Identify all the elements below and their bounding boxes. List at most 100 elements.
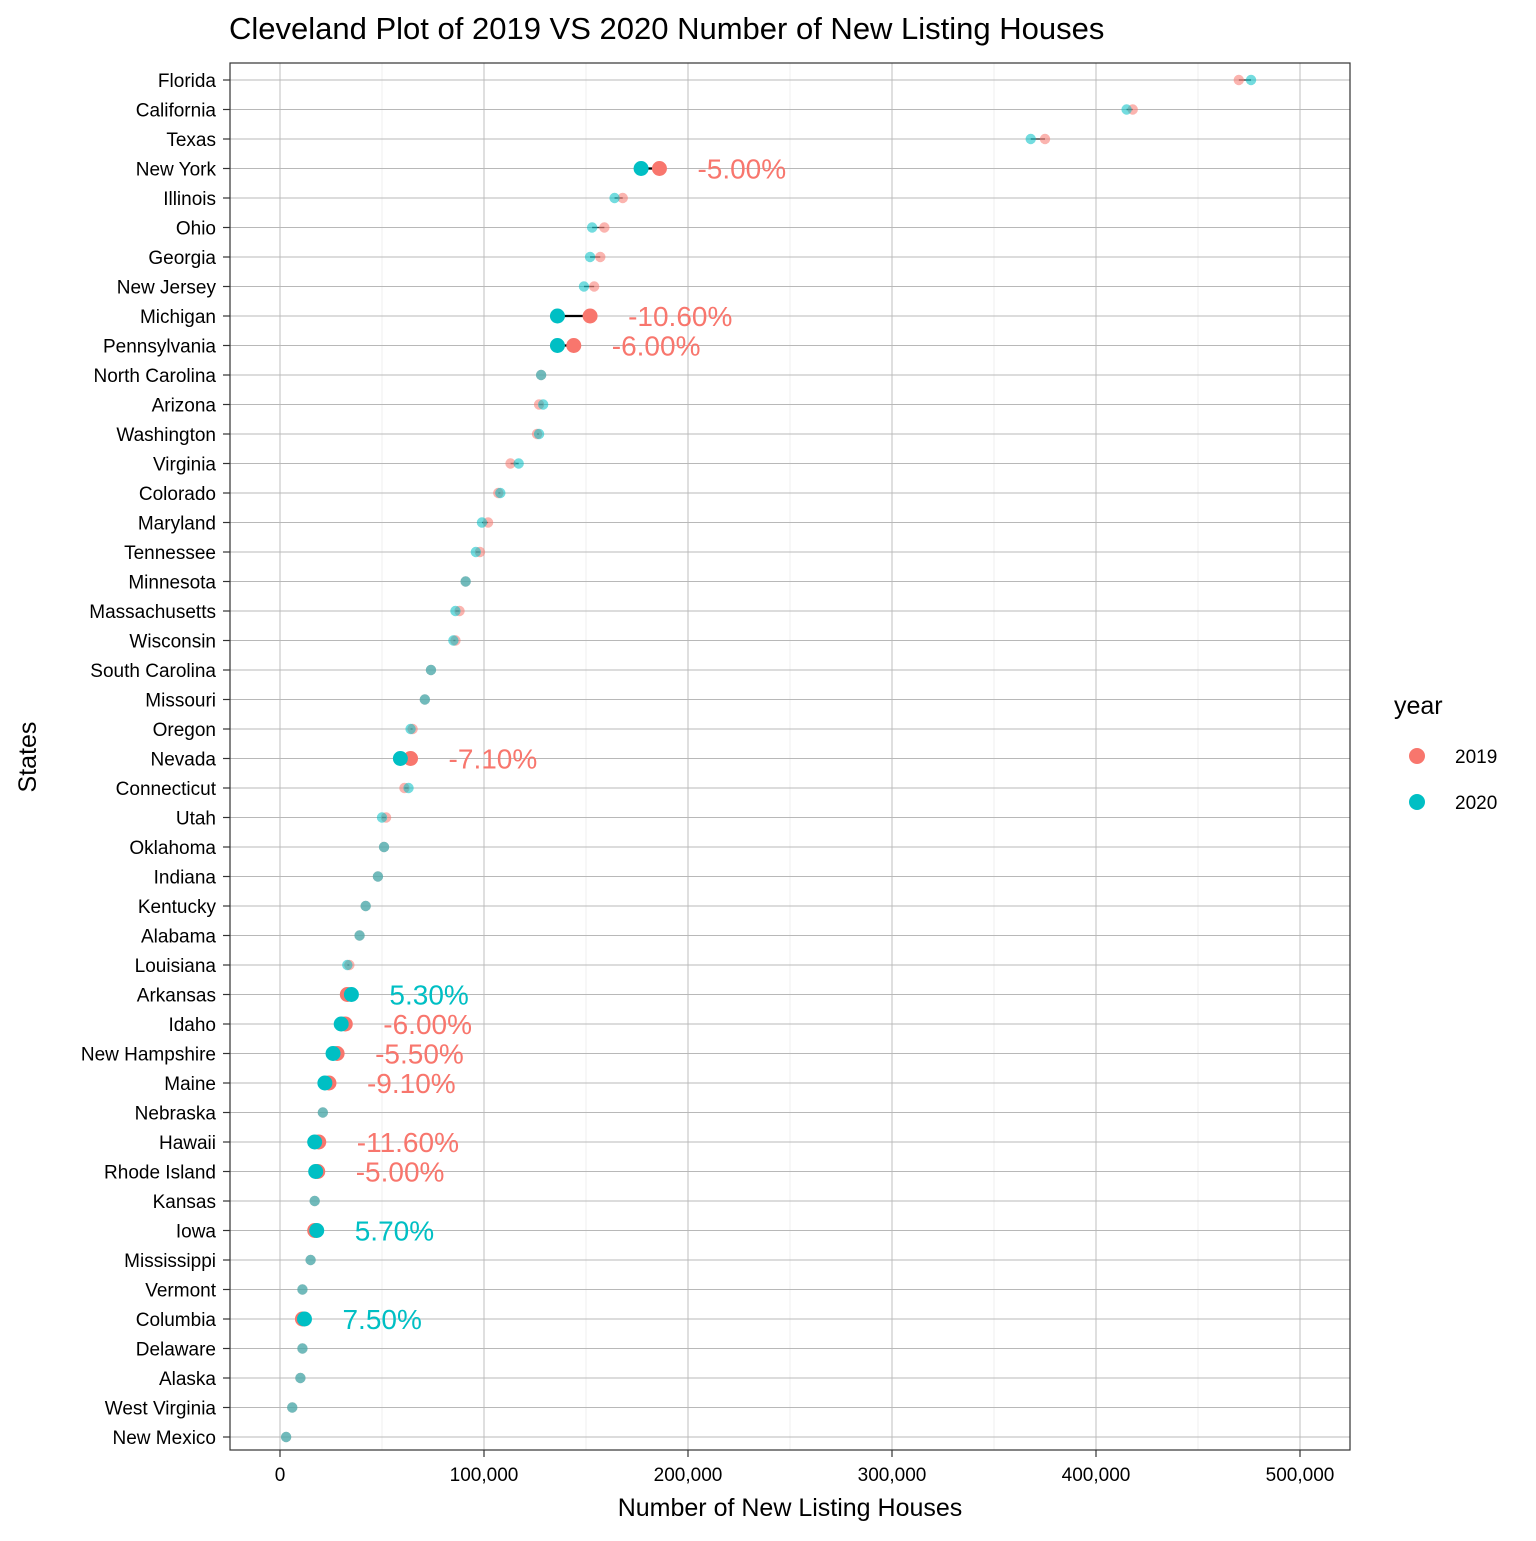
change-annotations: -5.00%-10.60%-6.00%-7.10%5.30%-6.00%-5.5…	[342, 154, 786, 1336]
point-2020	[419, 694, 431, 705]
change-label: 5.70%	[355, 1216, 434, 1247]
y-tick-label: Alaska	[159, 1369, 216, 1390]
x-tick-label: 200,000	[654, 1465, 723, 1486]
point-2019	[1039, 133, 1051, 145]
x-tick-label: 300,000	[858, 1465, 927, 1486]
point-2020	[295, 1372, 306, 1384]
y-tick-label: Missouri	[145, 691, 216, 712]
y-tick-label: Wisconsin	[129, 632, 216, 653]
y-tick-label: New Jersey	[117, 278, 217, 299]
point-2020	[372, 871, 384, 882]
y-tick-label: Michigan	[140, 307, 216, 328]
point-2020	[297, 1343, 308, 1354]
point-2020	[470, 546, 482, 558]
y-axis: Florida California Texas New York Illinois Oh…	[81, 71, 230, 1449]
y-tick-label: Massachusetts	[89, 602, 216, 623]
legend-items: 2019 2020	[1409, 747, 1497, 814]
y-tick-label: South Carolina	[90, 661, 216, 682]
point-2020	[280, 1431, 292, 1443]
point-2019	[566, 338, 582, 353]
x-tick-label: 500,000	[1266, 1465, 1335, 1486]
point-2020	[535, 369, 547, 381]
change-label: -5.00%	[697, 154, 786, 185]
y-tick-label: West Virginia	[105, 1399, 217, 1420]
y-tick-label: Illinois	[163, 189, 216, 210]
point-2019	[651, 161, 667, 176]
y-tick-label: Ohio	[176, 219, 216, 240]
y-tick-label: Pennsylvania	[103, 337, 216, 358]
y-tick-label: Georgia	[148, 248, 216, 269]
legend-swatch-2020	[1409, 794, 1425, 810]
point-2020	[425, 664, 437, 676]
y-tick-label: Idaho	[168, 1015, 216, 1036]
legend-label-2019: 2019	[1455, 747, 1497, 768]
y-tick-label: Delaware	[136, 1340, 216, 1361]
change-label: -6.00%	[612, 331, 701, 362]
y-tick-label: Maine	[164, 1074, 216, 1095]
point-2020	[376, 812, 388, 823]
point-2020	[460, 576, 471, 587]
point-2020	[325, 1046, 341, 1061]
y-tick-label: Iowa	[176, 1222, 217, 1243]
change-label: -6.00%	[383, 1009, 472, 1040]
point-2019	[588, 281, 600, 292]
point-2020	[287, 1402, 298, 1413]
change-label: -7.10%	[449, 744, 538, 775]
point-2020	[633, 161, 649, 176]
point-2020	[1245, 74, 1257, 86]
y-tick-label: Colorado	[139, 484, 216, 505]
x-tick-label: 100,000	[450, 1465, 519, 1486]
point-2020	[1121, 104, 1132, 115]
point-2020	[495, 487, 506, 499]
point-2020	[309, 1195, 320, 1207]
point-2020	[609, 192, 620, 204]
point-2020	[584, 251, 596, 263]
y-tick-label: Rhode Island	[104, 1163, 216, 1184]
change-label: -11.60%	[357, 1127, 459, 1158]
y-tick-label: Oklahoma	[129, 838, 216, 859]
point-2020	[448, 635, 459, 646]
point-2020	[533, 428, 545, 440]
point-2020	[308, 1164, 324, 1179]
y-tick-label: Nevada	[151, 750, 217, 771]
point-2020	[378, 841, 390, 853]
legend-label-2020: 2020	[1455, 793, 1497, 814]
y-tick-label: Kansas	[153, 1192, 216, 1213]
plot-panel-border	[229, 62, 1351, 1451]
point-2020	[586, 222, 598, 233]
point-2020	[1025, 133, 1036, 145]
change-label: 5.30%	[389, 980, 468, 1011]
y-tick-label: Columbia	[136, 1310, 217, 1331]
legend-swatch-2019	[1409, 748, 1425, 764]
y-tick-label: Texas	[166, 130, 216, 151]
y-tick-label: Arizona	[152, 396, 217, 417]
point-2019	[599, 222, 610, 233]
x-axis-title: Number of New Listing Houses	[618, 1494, 963, 1522]
point-2020	[354, 930, 365, 941]
y-tick-label: North Carolina	[94, 366, 217, 387]
point-2020	[403, 782, 414, 794]
point-2020	[549, 308, 565, 324]
y-tick-label: California	[136, 101, 217, 122]
y-tick-label: Virginia	[153, 455, 216, 476]
change-label: 7.50%	[342, 1304, 421, 1335]
y-tick-label: Utah	[176, 809, 216, 830]
point-2020	[342, 959, 353, 971]
y-tick-label: Florida	[158, 71, 217, 92]
data-points	[280, 74, 1257, 1443]
point-2020	[405, 723, 416, 735]
change-label: -10.60%	[628, 301, 732, 332]
point-2020	[309, 1223, 325, 1238]
y-tick-label: Indiana	[154, 868, 217, 889]
y-tick-label: Louisiana	[135, 956, 217, 977]
point-2020	[360, 900, 371, 912]
legend-title: year	[1394, 692, 1443, 720]
x-tick-label: 0	[275, 1465, 286, 1486]
point-2020	[307, 1134, 323, 1150]
point-2020	[549, 338, 565, 353]
y-tick-label: Connecticut	[116, 779, 217, 800]
point-2019	[595, 251, 606, 263]
legend: year 2019 2020	[1394, 692, 1497, 814]
point-2020	[450, 605, 461, 617]
y-tick-label: New York	[136, 160, 217, 181]
